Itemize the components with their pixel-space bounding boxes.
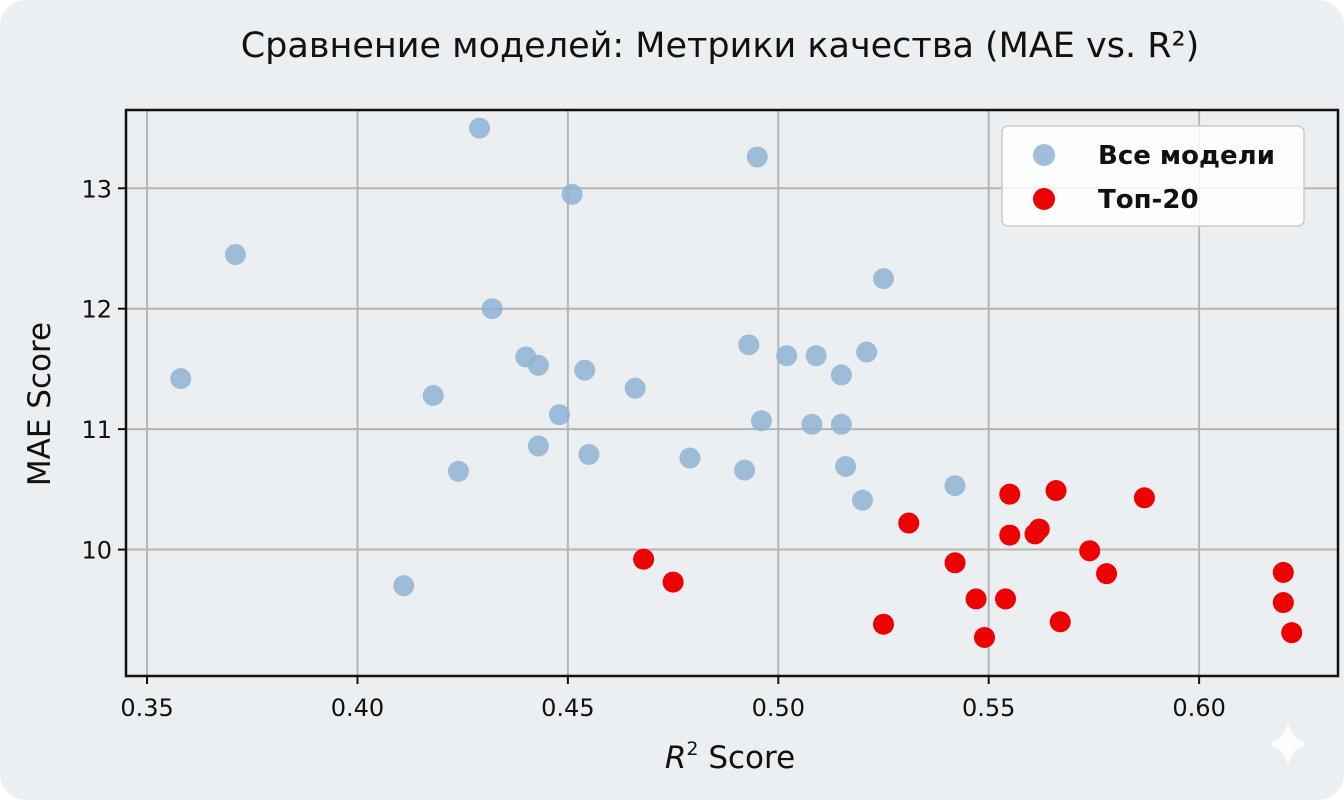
point-top-20 [873,613,894,635]
point-all-models [469,117,490,139]
point-all-models [447,460,469,482]
y-tick-label: 11 [81,416,112,444]
point-all-models [734,459,756,481]
x-tick-label: 0.50 [752,694,805,722]
point-all-models [224,244,246,266]
x-tick-label: 0.45 [541,694,594,722]
point-all-models [624,377,646,399]
legend: Все модели Топ-20 [1001,125,1305,227]
point-all-models [481,298,503,320]
point-all-models [776,345,798,367]
axis-ticks: 0.35 0.40 0.45 0.50 0.55 0.60 10 11 12 13 [81,175,1225,722]
point-top-20 [898,512,920,534]
x-axis-label-sup: 2 [686,738,698,760]
point-top-20 [1028,518,1050,540]
point-top-20 [1045,480,1067,502]
point-all-models [801,413,823,435]
point-all-models [578,443,600,465]
x-axis-label: R2 Score [665,738,795,776]
point-top-20 [1133,487,1155,509]
point-all-models [856,341,878,363]
point-all-models [574,359,596,381]
point-top-20 [974,626,995,648]
point-all-models [561,183,583,205]
point-top-20 [995,588,1017,610]
point-top-20 [1281,622,1303,644]
data-points [170,117,1303,648]
y-axis-label: MAE Score [22,322,58,486]
x-axis-label-main: R [665,740,687,776]
point-top-20 [633,548,655,570]
point-top-20 [1096,563,1118,585]
point-top-20 [1272,592,1294,614]
point-top-20 [944,552,966,574]
x-tick-label: 0.40 [331,694,384,722]
point-all-models [393,575,415,597]
legend-box [1001,125,1305,227]
point-all-models [835,455,857,477]
point-all-models [170,368,192,390]
point-all-models [851,489,873,511]
plot-frame [124,108,1340,678]
point-top-20 [662,571,684,593]
x-tick-label: 0.60 [1172,694,1225,722]
point-top-20 [1049,611,1071,633]
point-top-20 [1272,561,1294,583]
point-all-models [805,345,827,367]
x-tick-label: 0.35 [120,694,173,722]
point-all-models [527,435,549,457]
y-tick-label: 12 [81,296,112,324]
sparkle-icon [1268,722,1308,766]
legend-marker-all-models [1033,144,1055,166]
point-all-models [750,410,772,432]
point-all-models [679,447,701,469]
point-all-models [830,364,852,386]
point-all-models [422,384,444,406]
point-all-models [746,146,768,168]
point-all-models [738,334,760,356]
point-top-20 [999,483,1021,505]
y-tick-label: 10 [81,537,112,565]
point-top-20 [965,588,987,610]
point-top-20 [1079,540,1101,562]
point-all-models [873,268,894,290]
legend-label-all-models: Все модели [1098,141,1275,171]
point-all-models [830,413,852,435]
point-all-models [548,404,570,426]
x-axis-label-rest: Score [698,740,795,776]
point-all-models [527,354,549,376]
chart-title: Сравнение моделей: Метрики качества (MAE… [241,26,1200,66]
legend-label-top-20: Топ-20 [1098,185,1199,215]
y-tick-label: 13 [81,175,112,203]
point-top-20 [999,524,1021,546]
point-all-models [944,475,966,497]
x-tick-label: 0.55 [962,694,1015,722]
legend-marker-top-20 [1033,188,1055,210]
